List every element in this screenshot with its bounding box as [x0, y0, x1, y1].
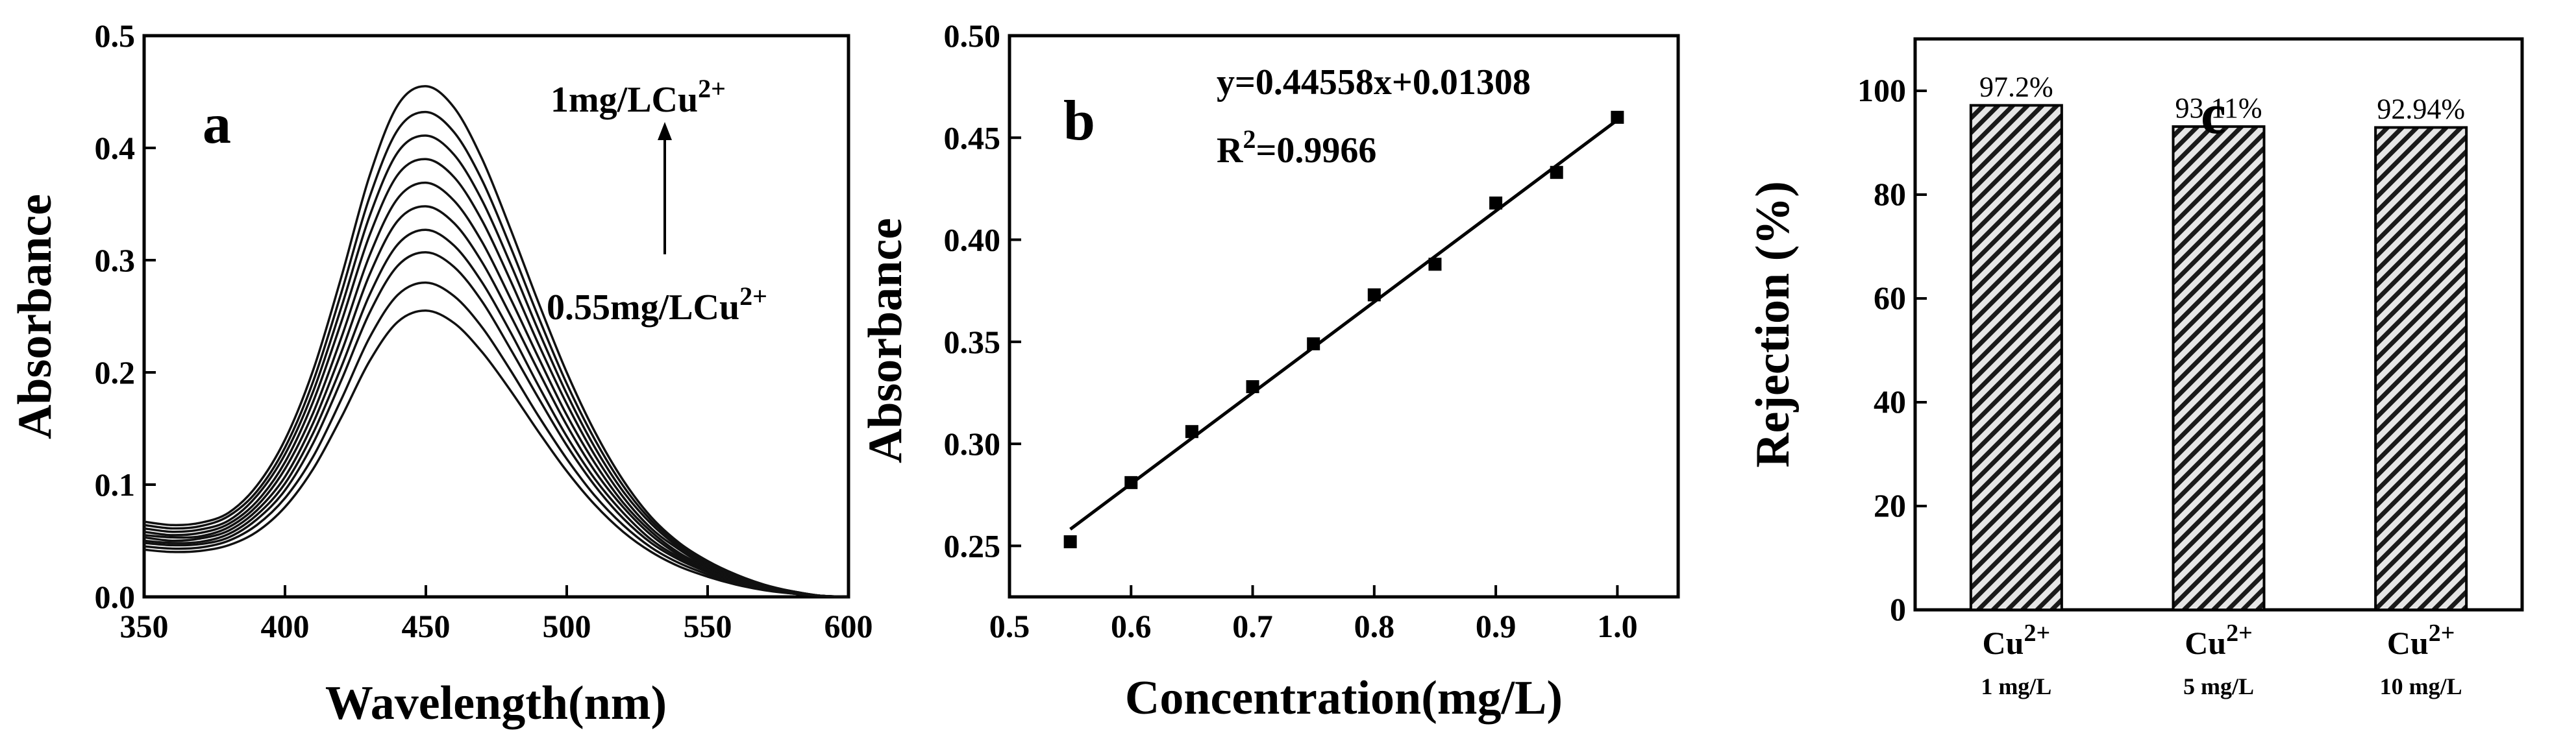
panel-b-y-ticks: 0.25 0.30 0.35 0.40 0.45 0.50 [944, 18, 1021, 564]
panel-b-r-squared: R2=0.9966 [1217, 125, 1376, 171]
panel-c-bar-value-label: 93.11% [2175, 92, 2262, 124]
panel-a-spectrum-line-10 [143, 85, 849, 598]
panel-c-category-ion-label: Cu2+ [1983, 620, 2051, 661]
panel-a-letter: a [203, 93, 231, 156]
panel-a-y-tick-label: 0.5 [95, 18, 136, 54]
panel-a-y-tick-label: 0.0 [95, 579, 136, 615]
panel-b-y-axis-title: Absorbance [859, 218, 912, 463]
panel-b-data-point [1185, 425, 1198, 439]
panel-c-y-tick-label: 0 [1890, 591, 1906, 627]
panel-b-x-tick-label: 0.5 [989, 608, 1030, 644]
panel-a-x-tick-label: 500 [543, 608, 591, 644]
panel-b-data-point [1063, 535, 1077, 549]
panel-c-category-labels: Cu2+ 1 mg/L Cu2+ 5 mg/L Cu2+ 10 mg/L [1981, 620, 2462, 699]
panel-c-category-concentration-label: 5 mg/L [2183, 673, 2254, 699]
panel-b-x-tick-label: 0.8 [1354, 608, 1395, 644]
panel-b-data-point [1428, 258, 1442, 271]
panel-a-spectrum-line-6 [143, 181, 849, 598]
panel-b-data-point [1367, 288, 1381, 302]
panel-c-y-ticks: 0 20 40 60 80 100 [1857, 72, 1927, 627]
panel-b-data-point [1246, 380, 1259, 394]
panel-c-y-tick-label: 60 [1874, 280, 1906, 316]
panel-c-y-tick-label: 80 [1874, 176, 1906, 212]
panel-a-y-tick-label: 0.2 [95, 354, 136, 391]
panel-a-curves [143, 85, 849, 598]
panel-b-plot-frame [1008, 34, 1680, 599]
panel-b-data-point [1307, 337, 1320, 350]
panel-b-x-axis-title: Concentration(mg/L) [1125, 671, 1563, 725]
panel-c-y-tick-label: 20 [1874, 487, 1906, 524]
panel-a-spectrum-line-4 [143, 228, 849, 598]
panel-c-category-ion-label: Cu2+ [2185, 620, 2253, 661]
panel-c-y-tick-label: 40 [1874, 383, 1906, 420]
panel-a-y-ticks: 0.0 0.1 0.2 0.3 0.4 0.5 [95, 18, 156, 615]
panel-c-y-axis-title: Rejection (%) [1746, 181, 1800, 468]
panel-a-y-tick-label: 0.1 [95, 466, 136, 503]
panel-a-plot-frame [142, 34, 850, 599]
panel-c-rejection-chart: 0 20 40 60 80 100 97.2% 93.11% 92.94% Cu2+ 1 mg/… [1746, 37, 2524, 699]
panel-a-top-annotation: 1mg/LCu2+ [551, 74, 726, 120]
panel-b-calibration-chart: 0.25 0.30 0.35 0.40 0.45 0.50 0.5 0.6 0.7 0.8 0.9… [859, 18, 1680, 725]
panel-b-x-tick-label: 0.7 [1232, 608, 1273, 644]
panel-a-spectrum-line-1 [143, 309, 849, 598]
panel-a-x-tick-label: 600 [824, 608, 873, 644]
panel-b-y-tick-label: 0.40 [944, 222, 1001, 258]
panel-c-bar-value-label: 92.94% [2377, 93, 2465, 125]
panel-c-bar [2374, 126, 2468, 612]
panel-b-data-point [1611, 110, 1624, 124]
panel-b-data-points [1063, 110, 1624, 549]
panel-b-y-tick-label: 0.35 [944, 324, 1001, 360]
panel-a-x-tick-label: 350 [120, 608, 169, 644]
panel-a-y-tick-label: 0.3 [95, 242, 136, 278]
panel-c-y-tick-label: 100 [1857, 72, 1906, 108]
panel-b-y-tick-label: 0.30 [944, 426, 1001, 462]
panel-b-letter: b [1063, 90, 1095, 152]
panel-a-x-tick-label: 450 [402, 608, 451, 644]
panel-a-y-tick-label: 0.4 [95, 130, 136, 166]
panel-b-y-tick-label: 0.50 [944, 18, 1001, 54]
panel-b-fit-equation: y=0.44558x+0.01308 [1217, 62, 1531, 103]
panel-b-x-tick-label: 0.6 [1111, 608, 1152, 644]
panel-b-x-ticks: 0.5 0.6 0.7 0.8 0.9 1.0 [989, 585, 1638, 644]
panel-a-y-axis-title: Absorbance [8, 194, 62, 439]
panel-a-x-tick-label: 550 [684, 608, 732, 644]
panel-a-spectrum-line-7 [143, 158, 849, 598]
panel-a-spectrum-line-2 [143, 281, 849, 598]
panel-a-x-tick-label: 400 [261, 608, 310, 644]
panel-a-spectrum-line-5 [143, 205, 849, 598]
panel-b-fit-line [1069, 119, 1618, 531]
panel-b-x-tick-label: 0.9 [1476, 608, 1517, 644]
panel-c-category-ion-label: Cu2+ [2387, 620, 2455, 661]
panel-c-bars: 97.2% 93.11% 92.94% [1969, 71, 2468, 612]
panel-b-data-point [1124, 476, 1138, 489]
panel-c-category-concentration-label: 10 mg/L [2380, 673, 2462, 699]
panel-c-letter: c [2201, 83, 2226, 146]
panel-a-x-ticks: 350 400 450 500 550 600 [120, 585, 873, 644]
panel-b-x-tick-label: 1.0 [1597, 608, 1638, 644]
panel-c-bar [2172, 125, 2266, 611]
panel-a-bottom-annotation: 0.55mg/LCu2+ [547, 282, 767, 328]
panel-b-data-point [1489, 196, 1503, 210]
panel-c-category-concentration-label: 1 mg/L [1981, 673, 2051, 699]
panel-a-spectra-chart: 0.0 0.1 0.2 0.3 0.4 0.5 350 400 450 500 550 600 Ab… [8, 18, 873, 730]
panel-b-y-tick-label: 0.45 [944, 119, 1001, 156]
panel-c-bar [1969, 104, 2063, 611]
panel-b-y-tick-label: 0.25 [944, 527, 1001, 564]
panel-a-spectrum-line-8 [143, 134, 849, 598]
panel-c-bar-value-label: 97.2% [1979, 71, 2053, 103]
panel-a-x-axis-title: Wavelength(nm) [325, 677, 667, 730]
panel-a-spectrum-line-9 [143, 110, 849, 598]
panel-b-data-point [1550, 165, 1563, 179]
panel-a-increase-arrow-head [658, 122, 672, 140]
